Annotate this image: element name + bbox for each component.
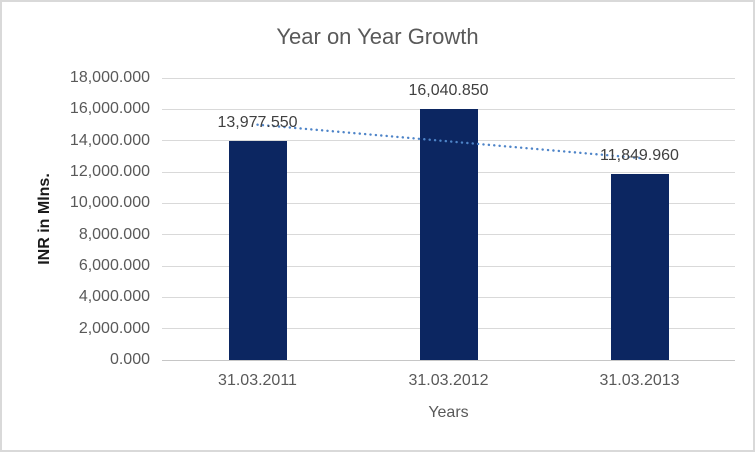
x-axis-title: Years [428, 404, 469, 421]
bar-31.03.2013[interactable] [610, 174, 669, 360]
y-axis-tick-label: 6,000.000 [78, 257, 150, 274]
bar-31.03.2012[interactable] [419, 108, 478, 360]
y-axis-tick-label: 10,000.000 [69, 194, 150, 212]
x-axis-tick-label: 31.03.2012 [408, 372, 489, 389]
data-label: 11,849.960 [600, 147, 679, 165]
x-axis-tick-label: 31.03.2013 [599, 372, 680, 389]
gridline [162, 77, 735, 79]
y-axis-tick-label: 16,000.000 [69, 100, 150, 118]
y-axis-tick-label: 12,000.000 [69, 163, 150, 180]
x-axis-tick-label: 31.03.2011 [218, 372, 297, 389]
y-axis-tick-label: 18,000.000 [69, 69, 150, 86]
chart-title: Year on Year Growth [276, 24, 479, 49]
y-axis-tick-label: 8,000.000 [78, 225, 150, 243]
y-axis-tick-label: 0.000 [109, 351, 150, 368]
data-label: 13,977.550 [217, 114, 298, 131]
y-axis-tick-label: 2,000.000 [78, 319, 150, 337]
x-axis-line [162, 359, 735, 361]
y-axis-tick-label: 14,000.000 [69, 131, 150, 149]
bar-31.03.2011[interactable] [228, 141, 287, 360]
data-label: 16,040.850 [408, 81, 489, 99]
y-axis-tick-label: 4,000.000 [78, 288, 150, 306]
